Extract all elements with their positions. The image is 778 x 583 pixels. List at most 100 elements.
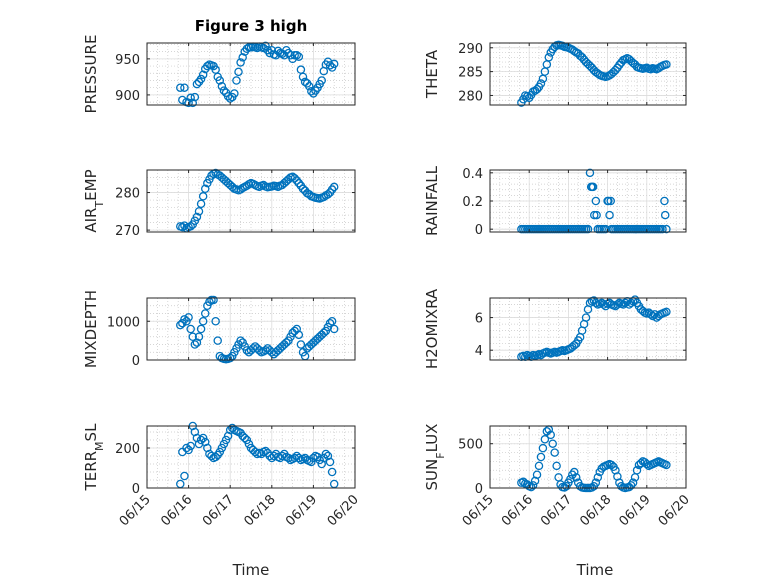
y-tick-label: 0 bbox=[475, 223, 483, 238]
x-tick-label: 06/16 bbox=[158, 492, 195, 529]
data-point bbox=[593, 473, 603, 482]
x-tick-label: 06/19 bbox=[283, 492, 320, 529]
data-point bbox=[282, 338, 291, 347]
data-point bbox=[261, 446, 270, 456]
data-point bbox=[292, 324, 302, 334]
data-point bbox=[186, 324, 195, 334]
subplot-air-temp: 270 280 AIRTEMP bbox=[82, 168, 356, 239]
data-point bbox=[176, 320, 185, 330]
data-point bbox=[628, 478, 638, 487]
data-point bbox=[284, 453, 293, 463]
data-point bbox=[207, 451, 216, 461]
data-point bbox=[592, 210, 601, 220]
data-point bbox=[194, 207, 204, 216]
data-point bbox=[294, 453, 304, 463]
data-point bbox=[192, 79, 202, 89]
data-point bbox=[620, 298, 630, 308]
data-point bbox=[548, 439, 557, 448]
data-point bbox=[259, 43, 268, 53]
x-tick-label: 06/15 bbox=[460, 492, 497, 529]
data-point bbox=[236, 336, 245, 345]
data-point bbox=[292, 51, 302, 60]
axes-box bbox=[489, 425, 687, 489]
data-point bbox=[591, 478, 601, 487]
data-point bbox=[605, 210, 614, 220]
data-point bbox=[188, 98, 198, 108]
data-point bbox=[319, 453, 329, 463]
data-point bbox=[607, 460, 616, 470]
data-point bbox=[327, 467, 337, 477]
data-point bbox=[180, 315, 189, 324]
x-tick-label: 06/19 bbox=[617, 492, 654, 529]
data-point bbox=[662, 60, 671, 69]
data-point bbox=[284, 175, 293, 184]
data-point bbox=[321, 449, 331, 459]
data-point bbox=[176, 83, 185, 92]
data-point bbox=[211, 452, 220, 462]
x-tick-label: 06/20 bbox=[656, 492, 693, 529]
subplot-pressure: 900 950 PRESSURE bbox=[82, 35, 356, 113]
data-point bbox=[294, 330, 304, 340]
y-tick-label: 900 bbox=[115, 89, 140, 104]
data-point bbox=[570, 467, 579, 477]
data-point bbox=[196, 324, 206, 334]
data-point bbox=[648, 311, 657, 321]
data-point bbox=[591, 196, 601, 206]
data-point bbox=[198, 70, 208, 79]
data-point bbox=[298, 72, 308, 82]
data-point bbox=[662, 307, 671, 317]
data-point bbox=[242, 435, 252, 445]
y-tick-label: 0.4 bbox=[462, 167, 483, 182]
y-tick-label: 0 bbox=[132, 354, 140, 369]
data-point bbox=[217, 82, 227, 91]
data-point bbox=[198, 433, 208, 443]
subplot-rainfall: 0 0.2 0.4 RAINFALL bbox=[423, 165, 687, 238]
data-point bbox=[184, 313, 193, 322]
y-tick-label: 500 bbox=[458, 438, 483, 453]
x-tick-label: 06/15 bbox=[117, 492, 154, 529]
data-point bbox=[267, 45, 277, 55]
data-point bbox=[186, 93, 195, 103]
data-point bbox=[552, 461, 561, 471]
data-point bbox=[232, 76, 241, 85]
data-point bbox=[196, 199, 206, 209]
data-point bbox=[215, 447, 225, 457]
data-point bbox=[211, 316, 220, 326]
data-point bbox=[536, 79, 546, 88]
data-point bbox=[662, 460, 671, 470]
y-tick-label: 200 bbox=[115, 442, 140, 457]
data-point bbox=[319, 328, 329, 338]
y-tick-label: 280 bbox=[115, 187, 140, 202]
data-point bbox=[217, 443, 227, 453]
x-tick-label: 06/17 bbox=[538, 492, 575, 529]
data-point bbox=[632, 466, 642, 475]
data-point bbox=[213, 336, 222, 345]
data-point bbox=[184, 445, 193, 455]
data-point bbox=[319, 192, 329, 202]
data-point bbox=[536, 452, 546, 462]
y-tick-label: 1000 bbox=[107, 315, 140, 330]
data-point bbox=[590, 210, 599, 220]
x-tick-label: 06/20 bbox=[325, 492, 362, 529]
y-axis-label: RAINFALL bbox=[423, 165, 441, 236]
data-point bbox=[307, 87, 316, 96]
y-tick-label: 0 bbox=[475, 482, 483, 497]
data-point bbox=[329, 182, 339, 192]
data-point bbox=[325, 318, 335, 328]
data-point bbox=[211, 168, 220, 178]
data-point bbox=[575, 481, 585, 491]
figure-title: Figure 3 high bbox=[195, 17, 308, 35]
data-point bbox=[252, 43, 262, 53]
data-point bbox=[566, 474, 575, 484]
data-point bbox=[292, 176, 302, 185]
data-point bbox=[304, 190, 314, 199]
data-point bbox=[196, 74, 206, 84]
data-point bbox=[236, 185, 245, 194]
data-point bbox=[182, 443, 191, 453]
data-point bbox=[234, 67, 243, 77]
data-point bbox=[219, 439, 229, 449]
data-point bbox=[228, 182, 237, 192]
data-point bbox=[588, 182, 598, 192]
y-axis-label: SUNFLUX bbox=[423, 424, 447, 491]
subplot-terr-msl: 0 200 06/15 06/16 06/17 06/18 06/19 06/20 TERRMS… bbox=[82, 421, 362, 529]
